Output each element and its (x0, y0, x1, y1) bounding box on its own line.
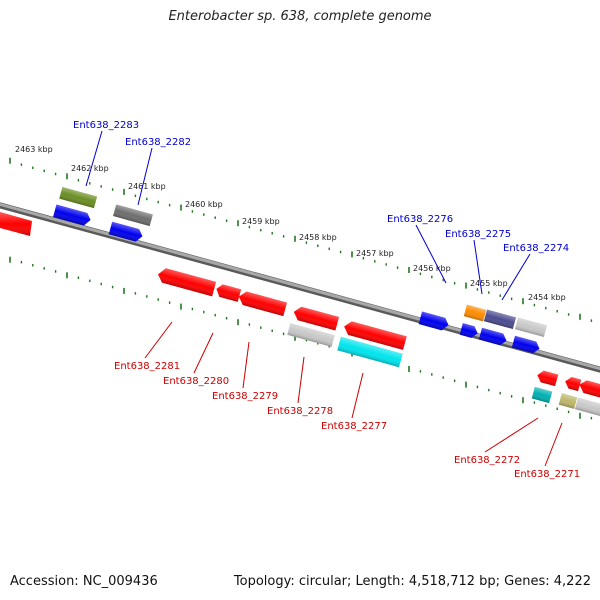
kbp-label: 2460 kbp (185, 200, 223, 209)
kbp-label: 2455 kbp (470, 279, 508, 288)
kbp-label: 2457 kbp (356, 249, 394, 258)
leader-line (351, 372, 364, 419)
gene-features (0, 187, 600, 418)
gene-label[interactable]: Ent638_2280 (163, 376, 229, 387)
gene-feature (158, 268, 217, 297)
gene-feature (0, 212, 32, 236)
gene-feature (53, 204, 91, 226)
kbp-label: 2454 kbp (528, 293, 566, 302)
gene-label[interactable]: Ent638_2271 (514, 469, 580, 480)
tick-tracks (9, 157, 593, 420)
kbp-label: 2456 kbp (413, 264, 451, 273)
gene-feature (565, 376, 582, 392)
gene-label[interactable]: Ent638_2277 (321, 421, 387, 432)
gene-feature (418, 311, 449, 331)
gene-feature (574, 397, 600, 418)
map-title: Enterobacter sp. 638, complete genome (168, 9, 432, 24)
gene-feature (537, 370, 559, 387)
gene-label[interactable]: Ent638_2275 (445, 229, 511, 240)
gene-label[interactable]: Ent638_2281 (114, 361, 180, 372)
gene-feature (113, 204, 153, 227)
kbp-label: 2462 kbp (71, 164, 109, 173)
gene-feature (514, 317, 548, 338)
gene-feature (344, 321, 407, 350)
gene-feature (108, 221, 143, 242)
kbp-label: 2463 kbp (15, 145, 53, 154)
kbp-label: 2461 kbp (128, 182, 166, 191)
leader-line (144, 321, 173, 359)
gene-feature (511, 335, 540, 354)
gene-feature (459, 323, 478, 338)
gene-label[interactable]: Ent638_2276 (387, 214, 453, 225)
leader-line (484, 417, 539, 453)
gene-feature (293, 306, 340, 331)
genome-summary-text: Topology: circular; Length: 4,518,712 bp… (233, 574, 591, 589)
kbp-label: 2459 kbp (242, 217, 280, 226)
leader-line (85, 130, 103, 187)
gene-feature (483, 309, 517, 330)
leader-line (297, 356, 305, 404)
gene-feature (579, 380, 600, 399)
gene-feature (478, 327, 507, 346)
gene-label[interactable]: Ent638_2283 (73, 120, 139, 131)
gene-feature (216, 284, 242, 302)
leader-line (415, 224, 447, 284)
gene-label[interactable]: Ent638_2279 (212, 391, 278, 402)
leader-line (242, 341, 250, 389)
gene-label[interactable]: Ent638_2272 (454, 455, 520, 466)
accession-text: Accession: NC_009436 (10, 574, 158, 589)
leader-line (137, 147, 153, 206)
gene-feature (558, 393, 578, 409)
leader-line (473, 239, 483, 295)
kbp-label: 2458 kbp (299, 233, 337, 242)
leader-line (193, 332, 214, 374)
gene-feature (59, 187, 98, 209)
gene-feature (463, 304, 487, 322)
gene-label[interactable]: Ent638_2274 (503, 243, 569, 254)
gene-feature (531, 386, 553, 404)
gene-feature (337, 336, 403, 368)
leader-line (544, 422, 563, 467)
leader-line (501, 253, 531, 301)
gene-feature (287, 323, 335, 347)
gene-label[interactable]: Ent638_2278 (267, 406, 333, 417)
gene-feature (238, 291, 287, 317)
gene-label[interactable]: Ent638_2282 (125, 137, 191, 148)
